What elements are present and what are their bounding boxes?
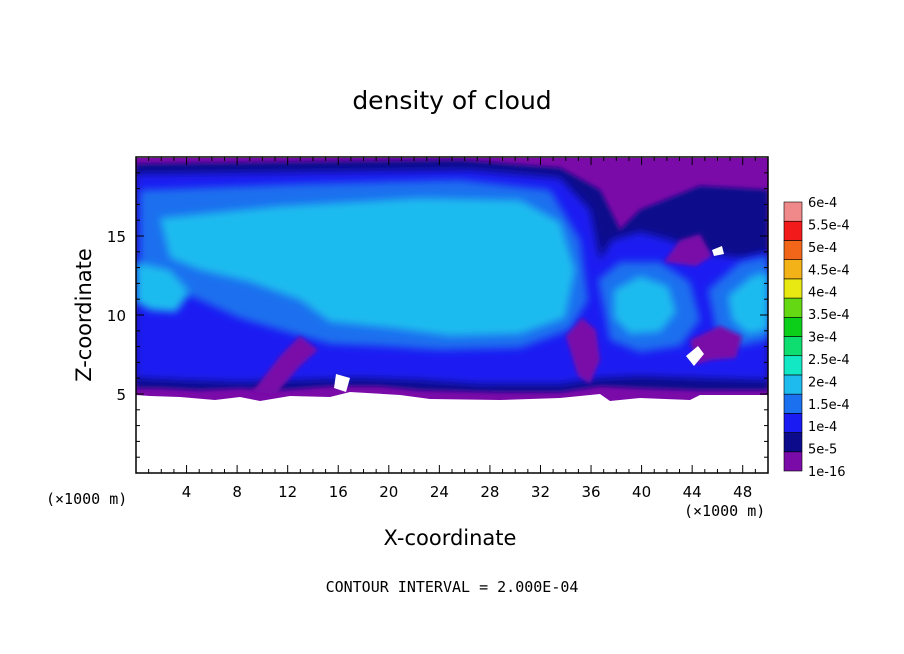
x-tick-label: 20 xyxy=(379,483,398,501)
clear-air-region xyxy=(136,401,768,473)
cloud-layer-2e-4-far-east xyxy=(728,272,768,334)
x-tick-label: 16 xyxy=(329,483,348,501)
colorbar-label: 3e-4 xyxy=(808,331,837,346)
colorbar-label: 2e-4 xyxy=(808,375,837,390)
cloud-streak-3 xyxy=(664,234,712,266)
colorbar-swatch xyxy=(783,278,803,299)
x-tick-label: 44 xyxy=(683,483,702,501)
cloud-hole-1 xyxy=(686,346,704,366)
colorbar-swatch xyxy=(783,432,803,453)
colorbar-label: 1e-4 xyxy=(808,420,837,435)
x-tick-label: 48 xyxy=(733,483,752,501)
x-tick-label: 32 xyxy=(531,483,550,501)
colorbar-label: 1.5e-4 xyxy=(808,398,850,413)
colorbar-swatch xyxy=(783,220,803,241)
cloud-hole-3 xyxy=(334,374,350,392)
colorbar-label: 3.5e-4 xyxy=(808,308,850,323)
colorbar-label: 4e-4 xyxy=(808,286,837,301)
colorbar-swatch xyxy=(783,451,803,472)
x-tick-label: 12 xyxy=(278,483,297,501)
cloud-layer-2e-4 xyxy=(160,198,575,336)
x-unit-right: (×1000 m) xyxy=(684,502,766,520)
x-tick-label: 4 xyxy=(182,483,192,501)
colorbar-swatch xyxy=(783,259,803,280)
x-unit-left: (×1000 m) xyxy=(46,490,128,508)
x-tick-label: 8 xyxy=(232,483,242,501)
contour-interval-note: CONTOUR INTERVAL = 2.000E-04 xyxy=(325,578,579,596)
colorbar-swatch xyxy=(783,240,803,260)
colorbar-swatch xyxy=(783,374,803,395)
colorbar-label: 2.5e-4 xyxy=(808,353,850,368)
colorbar: 1e-16 5e-5 1e-4 1.5e-4 2e-4 2.5e-4 3e-4 3.5e-4 4… xyxy=(783,196,850,480)
colorbar-label: 5e-4 xyxy=(808,241,837,256)
chart-title: density of cloud xyxy=(352,86,552,115)
x-axis-label: X-coordinate xyxy=(383,526,517,550)
x-tick-label: 28 xyxy=(480,483,499,501)
colorbar-label: 6e-4 xyxy=(808,196,837,211)
y-tick-label: 15 xyxy=(107,228,126,246)
y-axis-label: Z-coordinate xyxy=(72,248,96,382)
colorbar-label: 1e-16 xyxy=(808,465,846,480)
colorbar-swatch xyxy=(783,316,803,337)
y-tick-label: 10 xyxy=(107,307,126,325)
colorbar-swatch xyxy=(783,413,803,433)
cloud-hole-2 xyxy=(712,246,724,256)
colorbar-label: 4.5e-4 xyxy=(808,263,850,278)
x-tick-label: 36 xyxy=(581,483,600,501)
x-tick-label: 24 xyxy=(430,483,449,501)
cloud-streak-2 xyxy=(566,318,600,384)
y-tick-label: 5 xyxy=(116,386,126,404)
colorbar-swatch xyxy=(783,297,803,318)
colorbar-label: 5e-5 xyxy=(808,443,837,458)
x-tick-label: 40 xyxy=(632,483,651,501)
colorbar-label: 5.5e-4 xyxy=(808,218,850,233)
colorbar-swatch xyxy=(783,355,803,376)
colorbar-swatch xyxy=(783,336,803,357)
cloud-streak-1 xyxy=(252,336,318,394)
cloud-layer-2e-4-east xyxy=(614,276,676,334)
cloud-layer-2e-4-west xyxy=(136,262,190,312)
colorbar-swatch xyxy=(783,393,803,414)
cloud-field xyxy=(136,158,768,473)
colorbar-swatch xyxy=(783,201,803,222)
